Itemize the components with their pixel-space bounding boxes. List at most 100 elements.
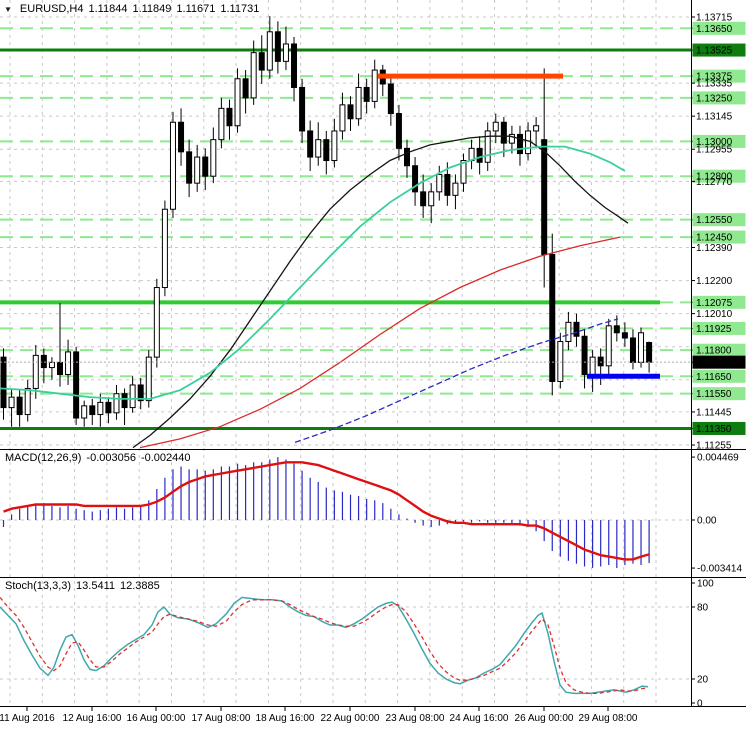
price-level-badge (692, 295, 746, 309)
candle-bear (541, 139, 548, 255)
price-axis-label: 1.13000 (696, 137, 733, 148)
candle-bear (573, 321, 580, 337)
candle-bull (81, 405, 88, 419)
candle-bear (323, 139, 330, 162)
candle-bear (291, 43, 298, 88)
candle-bear (500, 121, 507, 144)
candle-bear (73, 351, 80, 419)
candle-bull (525, 130, 532, 155)
symbol-timeframe: EURUSD,H4 (19, 3, 84, 15)
candle-bear (597, 356, 604, 367)
price-axis-label: 1.12200 (696, 276, 733, 287)
price-axis-label: 1.13650 (696, 24, 733, 35)
time-axis-label: 16 Aug 00:00 (127, 713, 186, 724)
macd-signal-line (3, 461, 650, 561)
price-level-badge (692, 134, 746, 148)
price-axis-label: 1.11650 (696, 372, 732, 383)
time-axis-label: 24 Aug 16:00 (450, 713, 509, 724)
candle-bear (420, 191, 427, 207)
price-axis-label: 1.12010 (696, 309, 733, 320)
candle-bear (299, 86, 306, 132)
dropdown-triangle-icon[interactable]: ▼ (4, 4, 12, 14)
candle-bear (613, 325, 620, 334)
candle-bear (242, 78, 249, 99)
candle-bull (589, 356, 596, 376)
candle-bear (226, 107, 233, 127)
stoch-k-value: 13.5411 (76, 580, 115, 592)
panel-frame (0, 0, 746, 707)
time-axis-label: 23 Aug 08:00 (386, 713, 445, 724)
time-axis[interactable]: 11 Aug 2016 12 Aug 16:00 16 Aug 00:00 17 Au… (0, 707, 638, 724)
chart-symbol-title: ▼ EURUSD,H4 1.11844 1.11849 1.11671 1.11… (4, 3, 259, 15)
time-axis-label: 29 Aug 08:00 (579, 713, 638, 724)
candle-bull (605, 325, 612, 367)
candle-bear (621, 332, 628, 339)
candle-bear (89, 405, 96, 416)
candle-bull (210, 139, 217, 177)
candle-bull (557, 340, 564, 382)
time-axis-label: 12 Aug 16:00 (63, 713, 122, 724)
price-axis-label: 1.13375 (696, 72, 733, 83)
candle-bear (202, 156, 209, 177)
low-value: 1.11671 (176, 3, 216, 15)
macd-panel[interactable] (2, 457, 650, 569)
price-axis-label: 1.11350 (696, 424, 732, 435)
macd-axis-labels: 0.004469 0.00 -0.003414 (691, 453, 742, 575)
candle-bear (516, 133, 523, 155)
candle-bull (492, 121, 499, 132)
ma-red-line (139, 236, 621, 449)
price-level-badge (692, 213, 746, 227)
candle-bull (250, 52, 257, 99)
candle-bull (508, 133, 515, 144)
candle-bull (315, 139, 322, 158)
time-axis-label: 18 Aug 16:00 (256, 713, 315, 724)
candle-bear (307, 130, 314, 158)
candle-bull (8, 396, 15, 409)
stoch-d-value: 12.3885 (120, 580, 160, 592)
price-axis-label: 1.13525 (696, 46, 733, 57)
price-level-badge (692, 321, 746, 335)
candle-bear (105, 401, 112, 414)
candle-bear (0, 356, 7, 409)
price-level-badge (692, 387, 746, 401)
candle-bear (395, 113, 402, 149)
price-axis-label: 1.12955 (696, 145, 733, 156)
stoch-indicator-label: Stoch(13,3,3) 13.5411 12.3885 (5, 580, 160, 592)
candle-bear (404, 147, 410, 167)
price-axis-label: 1.12800 (696, 172, 733, 183)
trend-segments[interactable] (378, 73, 660, 379)
candle-bull (24, 387, 31, 416)
price-level-badge (692, 355, 746, 369)
price-axis-label: 1.11925 (696, 324, 732, 335)
candle-bear (137, 384, 144, 402)
candlestick-series (0, 16, 653, 427)
candle-bull (32, 354, 39, 389)
candle-bear (444, 173, 451, 196)
candle-bull (145, 356, 152, 402)
macd-main-value: -0.003056 (86, 452, 136, 464)
grid-lines (0, 0, 691, 706)
time-axis-label: 17 Aug 08:00 (192, 713, 251, 724)
candle-bull (129, 384, 136, 409)
price-axis-label: 1.13715 (696, 13, 733, 24)
candle-bull (218, 107, 225, 141)
candle-bear (258, 52, 265, 71)
price-axis-label: 1.12390 (696, 243, 733, 254)
time-axis-label: 22 Aug 00:00 (321, 713, 380, 724)
candle-bear (476, 147, 483, 163)
close-value: 1.11731 (220, 3, 260, 15)
stoch-axis-label: 80 (697, 603, 709, 614)
candle-bull (282, 43, 289, 62)
candle-bull (355, 86, 362, 120)
support-resistance-levels[interactable] (0, 27, 691, 430)
candle-bear (121, 393, 128, 409)
price-level-badge (692, 343, 746, 357)
stoch-axis-label: 0 (697, 699, 703, 710)
stochastic-panel[interactable] (0, 596, 649, 695)
stoch-name: Stoch(13,3,3) (5, 580, 72, 592)
price-axis-label: 1.11800 (696, 346, 732, 357)
candle-bull (436, 173, 443, 193)
